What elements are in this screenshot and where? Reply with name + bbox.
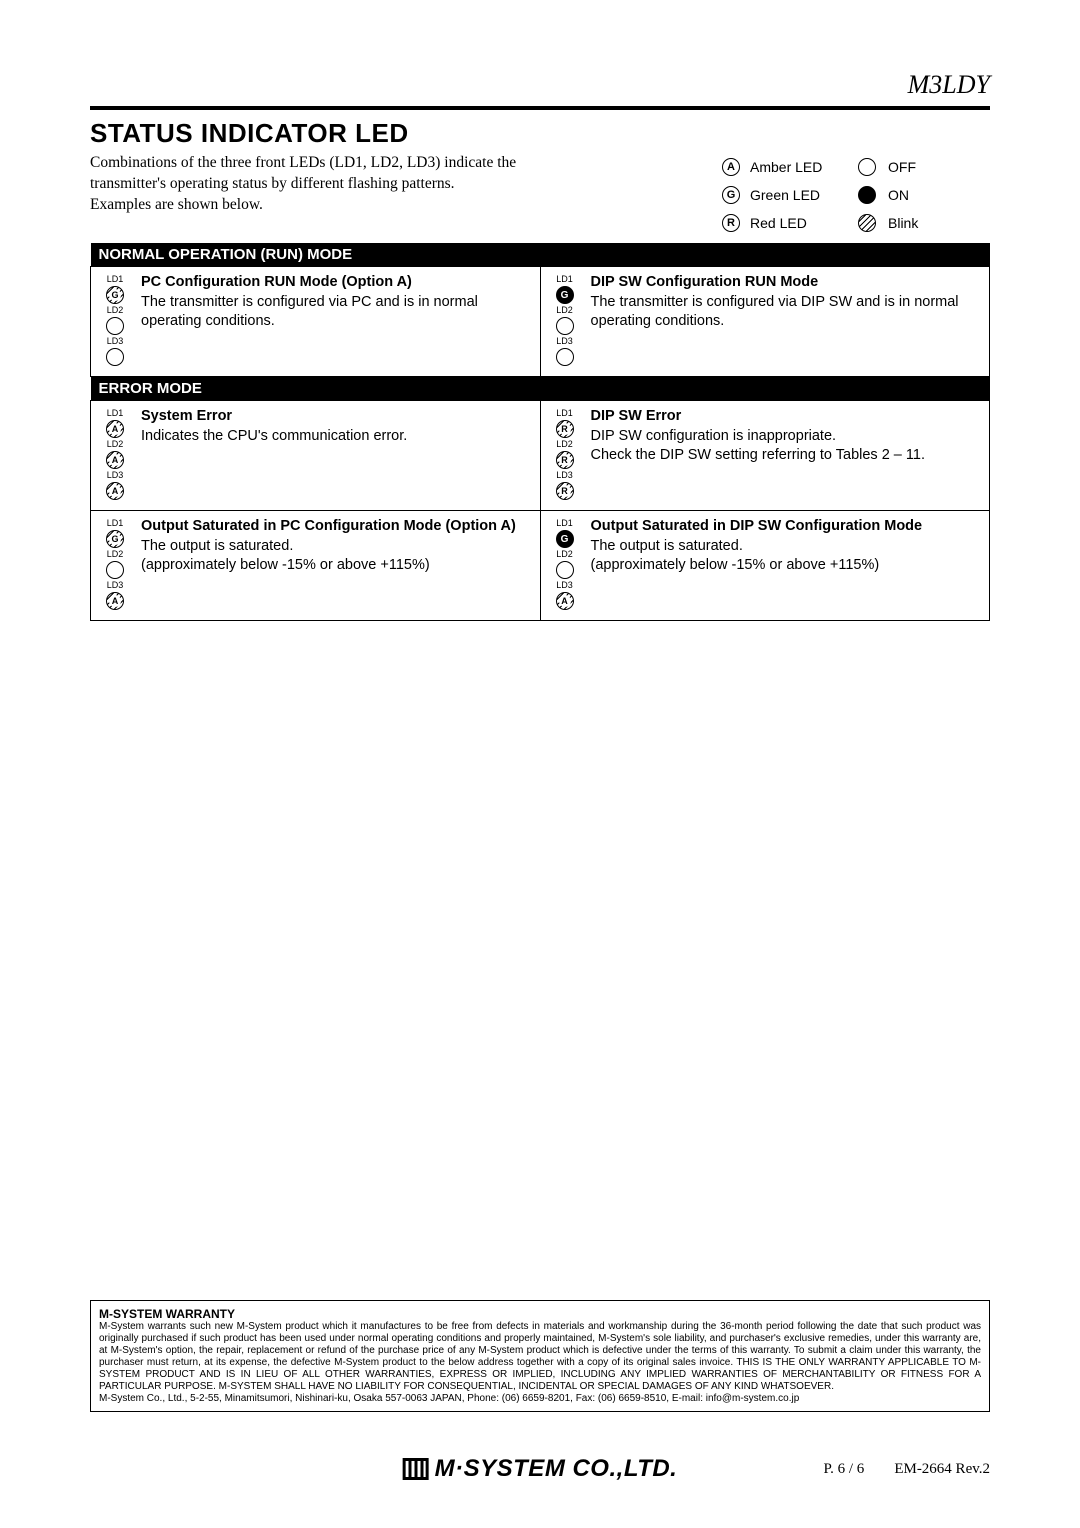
legend-off-label: OFF xyxy=(888,159,916,175)
legend-blink-label: Blink xyxy=(888,215,918,231)
revision: EM-2664 Rev.2 xyxy=(894,1461,990,1478)
company-logo: M·SYSTEM CO.,LTD. xyxy=(403,1455,678,1483)
led-icon xyxy=(556,317,574,335)
cell-e1: LD1 A LD2 A LD3 A System Error Indicates… xyxy=(91,401,541,511)
led-icon: G xyxy=(556,286,574,304)
ld-label: LD1 xyxy=(556,409,573,418)
led-icon: A xyxy=(106,482,124,500)
status-table: NORMAL OPERATION (RUN) MODE LD1 G LD2 LD… xyxy=(90,243,990,621)
ld-label: LD1 xyxy=(556,275,573,284)
blink-icon xyxy=(858,214,876,232)
led-icon xyxy=(106,317,124,335)
ld-label: LD2 xyxy=(556,550,573,559)
warranty-contact: M-System Co., Ltd., 5-2-55, Minamitsumor… xyxy=(99,1393,981,1405)
legend-green-icon: G xyxy=(722,186,740,204)
ld-label: LD3 xyxy=(556,581,573,590)
warranty-body: M-System warrants such new M-System prod… xyxy=(99,1321,981,1393)
led-icon: G xyxy=(556,530,574,548)
legend-amber-icon: A xyxy=(722,158,740,176)
ld-label: LD2 xyxy=(107,306,124,315)
led-icon: G xyxy=(106,286,124,304)
cell-title: Output Saturated in DIP SW Configuration… xyxy=(591,517,984,537)
ld-label: LD1 xyxy=(556,519,573,528)
cell-e4: LD1 G LD2 LD3 A Output Saturated in DIP … xyxy=(540,511,990,621)
warranty-title: M-SYSTEM WARRANTY xyxy=(99,1307,981,1321)
legend-on-label: ON xyxy=(888,187,909,203)
legend-amber-label: Amber LED xyxy=(750,159,846,175)
logo-text: M·SYSTEM CO.,LTD. xyxy=(435,1455,678,1483)
led-icon: G xyxy=(106,530,124,548)
legend-red-icon: R xyxy=(722,214,740,232)
led-icon xyxy=(556,348,574,366)
cell-e3: LD1 G LD2 LD3 A Output Saturated in PC C… xyxy=(91,511,541,621)
ld-label: LD3 xyxy=(556,337,573,346)
intro-text: Combinations of the three front LEDs (LD… xyxy=(90,153,530,216)
cell-n1: LD1 G LD2 LD3 PC Configuration RUN Mode … xyxy=(91,267,541,377)
section-title: STATUS INDICATOR LED xyxy=(90,118,990,149)
header-normal: NORMAL OPERATION (RUN) MODE xyxy=(91,243,990,267)
ld-label: LD1 xyxy=(107,409,124,418)
divider xyxy=(90,106,990,110)
ld-label: LD3 xyxy=(107,337,124,346)
cell-body: The transmitter is configured via PC and… xyxy=(141,293,534,332)
cell-n2: LD1 G LD2 LD3 DIP SW Configuration RUN M… xyxy=(540,267,990,377)
legend-red-label: Red LED xyxy=(750,215,846,231)
cell-title: Output Saturated in PC Configuration Mod… xyxy=(141,517,534,537)
legend: A Amber LED OFF G Green LED ON R Red LED… xyxy=(720,153,990,237)
ld-label: LD3 xyxy=(556,471,573,480)
led-icon: A xyxy=(556,592,574,610)
logo-icon xyxy=(403,1458,429,1480)
led-icon: A xyxy=(106,420,124,438)
on-icon xyxy=(858,186,876,204)
cell-body: The output is saturated. (approximately … xyxy=(591,537,984,576)
header-error: ERROR MODE xyxy=(91,377,990,401)
legend-green-label: Green LED xyxy=(750,187,846,203)
ld-label: LD2 xyxy=(556,440,573,449)
warranty-box: M-SYSTEM WARRANTY M-System warrants such… xyxy=(90,1300,990,1412)
off-icon xyxy=(858,158,876,176)
led-icon: R xyxy=(556,451,574,469)
ld-label: LD3 xyxy=(107,581,124,590)
led-icon xyxy=(106,561,124,579)
ld-label: LD2 xyxy=(107,440,124,449)
cell-body: The output is saturated. (approximately … xyxy=(141,537,534,576)
led-icon: R xyxy=(556,420,574,438)
cell-title: DIP SW Configuration RUN Mode xyxy=(591,273,984,293)
led-icon xyxy=(556,561,574,579)
ld-label: LD1 xyxy=(107,275,124,284)
ld-label: LD3 xyxy=(107,471,124,480)
page-number: P. 6 / 6 xyxy=(823,1461,864,1478)
cell-body: Indicates the CPU's communication error. xyxy=(141,427,534,447)
model-label: M3LDY xyxy=(90,70,990,100)
cell-body: The transmitter is configured via DIP SW… xyxy=(591,293,984,332)
led-icon xyxy=(106,348,124,366)
cell-e2: LD1 R LD2 R LD3 R DIP SW Error DIP SW co… xyxy=(540,401,990,511)
ld-label: LD2 xyxy=(107,550,124,559)
led-icon: A xyxy=(106,451,124,469)
cell-body: DIP SW configuration is inappropriate. C… xyxy=(591,427,984,466)
ld-label: LD2 xyxy=(556,306,573,315)
ld-label: LD1 xyxy=(107,519,124,528)
led-icon: A xyxy=(106,592,124,610)
cell-title: System Error xyxy=(141,407,534,427)
led-icon: R xyxy=(556,482,574,500)
cell-title: DIP SW Error xyxy=(591,407,984,427)
cell-title: PC Configuration RUN Mode (Option A) xyxy=(141,273,534,293)
